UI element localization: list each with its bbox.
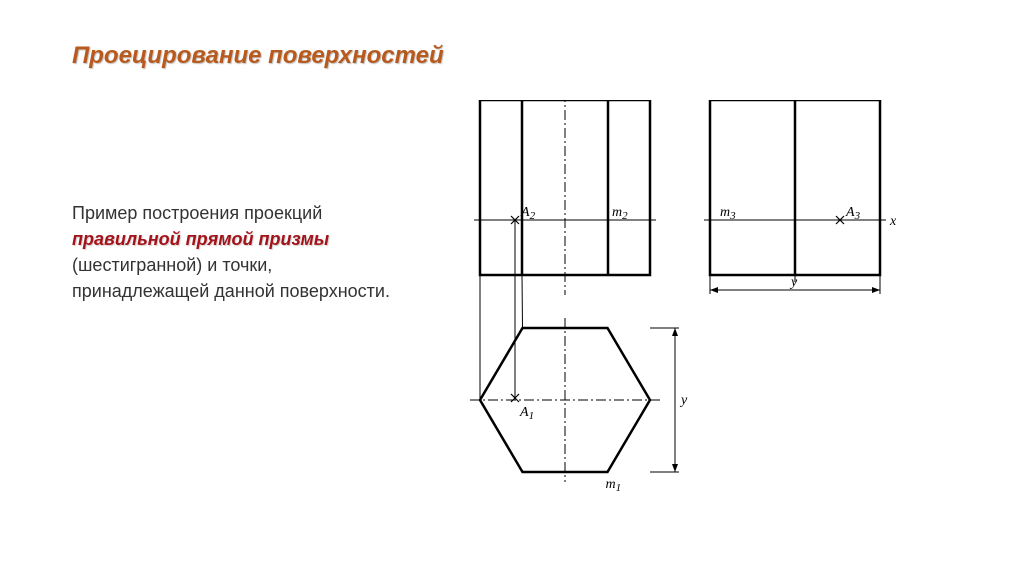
svg-text:m2: m2 [612,205,628,222]
page-title: Проецирование поверхностей [72,42,444,70]
desc-line2: (шестигранной) и точки, принадлежащей да… [72,255,390,301]
svg-text:y: y [789,275,798,290]
desc-highlight: правильной прямой призмы [72,229,329,249]
svg-text:m3: m3 [720,205,736,222]
svg-text:A3: A3 [845,205,861,222]
svg-text:A2: A2 [520,205,536,222]
svg-text:y: y [679,393,688,408]
projection-diagram: A2 m2 m3 A3 x y A1 m1 y [460,100,930,540]
description-text: Пример построения проекций правильной пр… [72,200,402,304]
svg-text:m1: m1 [606,477,622,494]
svg-text:x: x [889,214,897,229]
svg-text:A1: A1 [519,405,534,422]
desc-line1: Пример построения проекций [72,203,322,223]
